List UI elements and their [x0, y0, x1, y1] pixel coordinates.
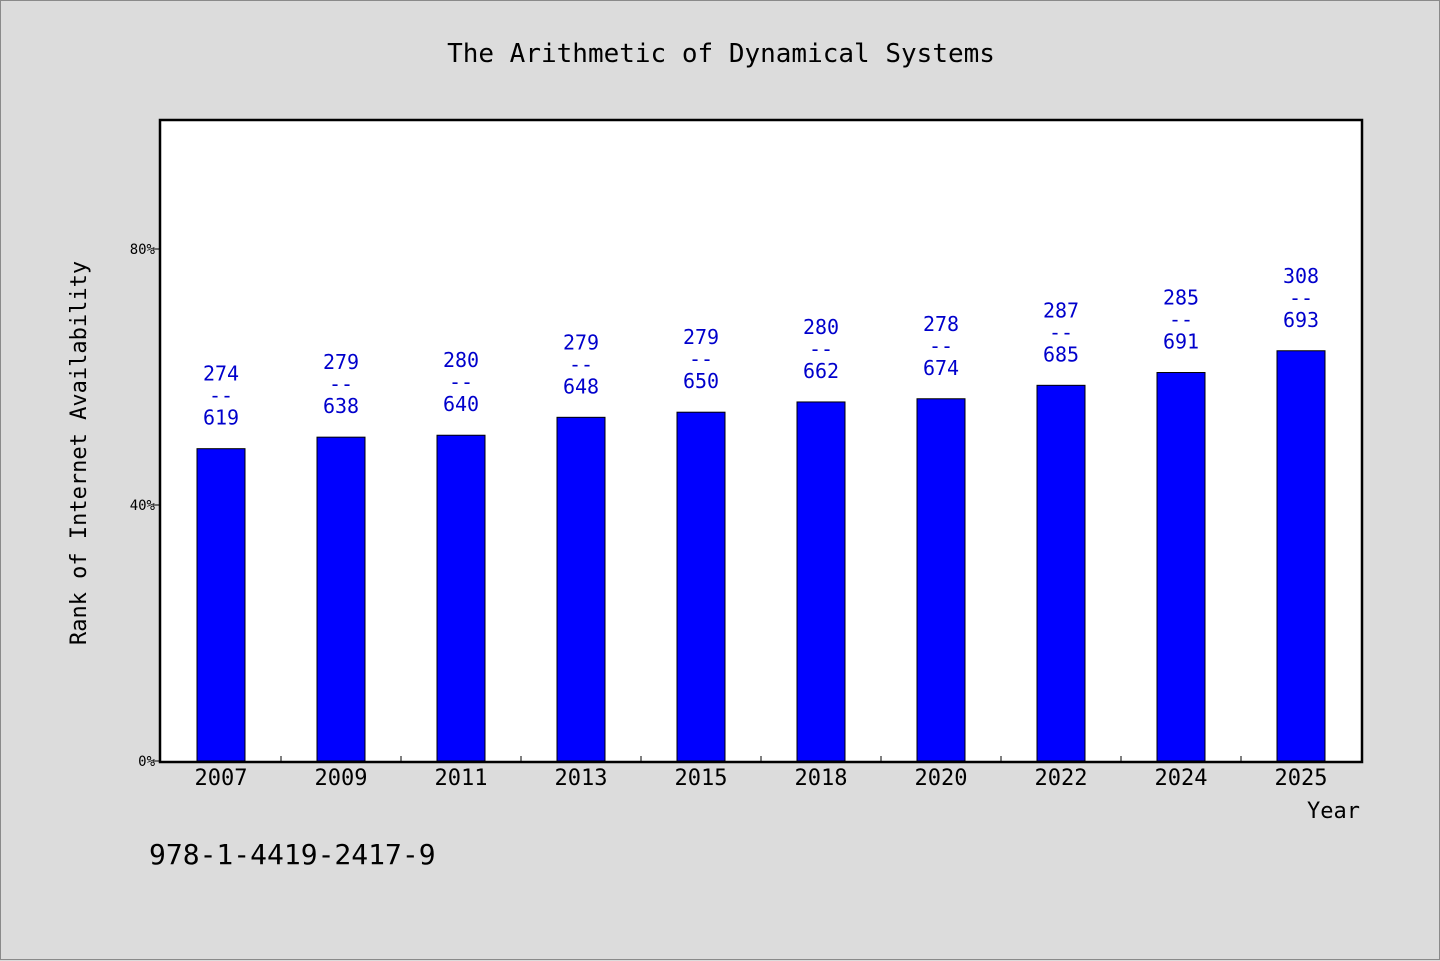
bar-label-bottom: 650	[683, 369, 719, 393]
x-axis: 2007 2009 2011 2013 2015 2018 2020 2022 2024 2025	[195, 756, 1328, 791]
bar-label-top: 279	[683, 325, 719, 349]
x-tick-label: 2024	[1155, 766, 1208, 791]
bar-label-separator: --	[329, 372, 353, 396]
y-axis-title: Rank of Internet Availability	[67, 261, 92, 645]
x-tick-label: 2025	[1275, 766, 1328, 791]
bar-label-top: 274	[203, 362, 239, 386]
x-tick-label: 2015	[675, 766, 728, 791]
bar-label-bottom: 693	[1283, 308, 1319, 332]
x-tick-label: 2018	[795, 766, 848, 791]
bar-labels: 274--619279--638280--640279--648279--650…	[203, 264, 1319, 430]
bar-label-bottom: 685	[1043, 342, 1079, 366]
x-tick-label: 2011	[435, 766, 488, 791]
bar	[1276, 350, 1326, 762]
bar-label-top: 279	[323, 350, 359, 374]
bar-label-separator: --	[209, 384, 233, 408]
x-tick-label: 2009	[315, 766, 368, 791]
bar-label-separator: --	[689, 347, 713, 371]
y-tick-label: 40%	[130, 498, 156, 514]
bar	[436, 434, 486, 762]
x-tick-label: 2013	[555, 766, 608, 791]
bar-label-bottom: 640	[443, 392, 479, 416]
bar-label-separator: --	[569, 352, 593, 376]
x-tick-label: 2007	[195, 766, 248, 791]
bar-label-bottom: 674	[923, 356, 959, 380]
bar-label-separator: --	[1049, 320, 1073, 344]
bar-label-bottom: 662	[803, 359, 839, 383]
x-axis-title: Year	[1307, 799, 1360, 824]
bar-label-bottom: 691	[1163, 330, 1199, 354]
bar-label-separator: --	[449, 370, 473, 394]
bar-label-bottom: 619	[203, 406, 239, 430]
chart-title: The Arithmetic of Dynamical Systems	[447, 39, 995, 69]
bar-series	[196, 350, 1326, 762]
bar-label-top: 280	[803, 315, 839, 339]
bar	[796, 401, 846, 762]
x-tick-label: 2020	[915, 766, 968, 791]
bar	[1036, 384, 1086, 762]
bar	[1156, 372, 1206, 762]
bar-label-top: 279	[563, 330, 599, 354]
bar-label-top: 278	[923, 312, 959, 336]
bar	[556, 416, 606, 762]
bar-label-separator: --	[1169, 308, 1193, 332]
bar	[316, 436, 366, 762]
bar	[676, 411, 726, 762]
y-tick-label: 0%	[138, 754, 155, 770]
bar-label-top: 308	[1283, 264, 1319, 288]
bar-label-top: 285	[1163, 286, 1199, 310]
bar	[916, 398, 966, 762]
bar-label-bottom: 648	[563, 374, 599, 398]
bar-label-separator: --	[809, 337, 833, 361]
bar	[196, 448, 246, 762]
y-axis: 0% 40% 80%	[130, 242, 161, 770]
bar-label-top: 280	[443, 348, 479, 372]
bar-label-top: 287	[1043, 298, 1079, 322]
bar-label-separator: --	[929, 334, 953, 358]
bar-label-bottom: 638	[323, 394, 359, 418]
isbn-footnote: 978-1-4419-2417-9	[149, 838, 436, 871]
x-tick-label: 2022	[1035, 766, 1088, 791]
y-tick-label: 80%	[130, 242, 156, 258]
bar-label-separator: --	[1289, 286, 1313, 310]
